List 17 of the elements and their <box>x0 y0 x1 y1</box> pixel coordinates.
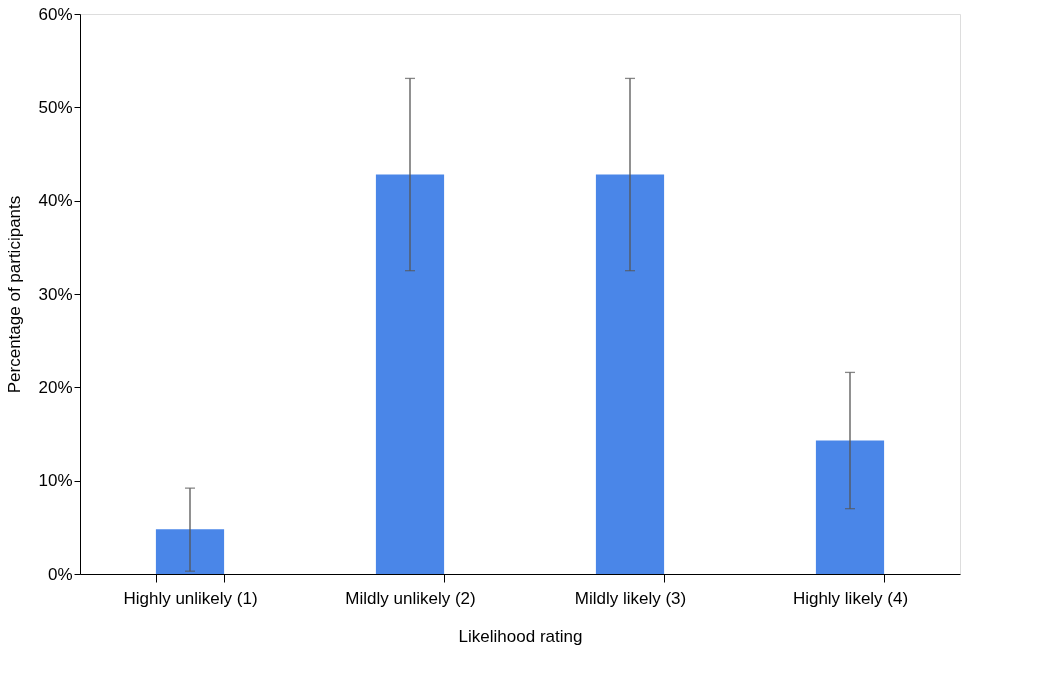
x-tick-label: Mildly likely (3) <box>574 588 687 608</box>
bar <box>155 529 225 574</box>
y-tick-label: 30% <box>38 284 73 304</box>
x-tick-label: Highly unlikely (1) <box>123 588 258 608</box>
bar <box>815 440 885 574</box>
bar <box>375 174 445 574</box>
y-tick-label: 10% <box>38 471 73 491</box>
y-tick-label: 50% <box>38 97 73 117</box>
y-tick-label: 20% <box>38 377 73 397</box>
y-tick-label: 60% <box>38 4 73 24</box>
y-tick-label: 0% <box>47 564 73 584</box>
x-tick-label: Mildly unlikely (2) <box>345 588 476 608</box>
x-tick-label: Highly likely (4) <box>792 588 909 608</box>
bar <box>595 174 665 574</box>
y-axis-title: Percentage of participants <box>5 195 25 394</box>
x-axis-title: Likelihood rating <box>458 626 583 646</box>
y-tick-label: 40% <box>38 191 73 211</box>
